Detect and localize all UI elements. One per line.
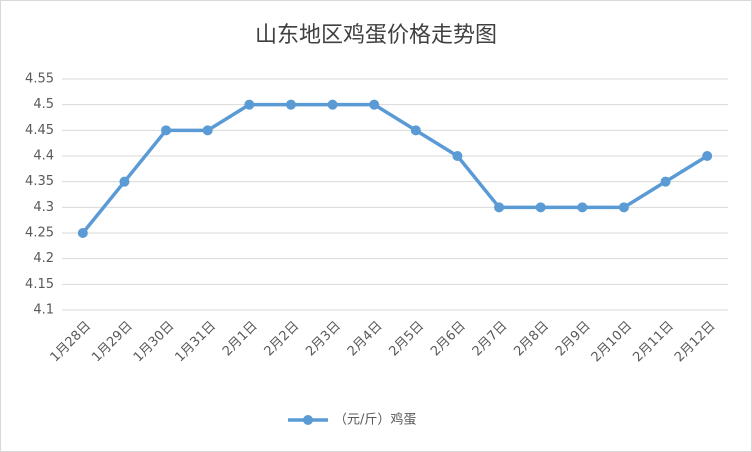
line bbox=[81, 102, 709, 235]
y-tick-label: 4.25 bbox=[25, 226, 54, 241]
point bbox=[161, 125, 172, 136]
point bbox=[494, 202, 505, 213]
point bbox=[410, 125, 421, 136]
point bbox=[618, 202, 629, 213]
y-tick-label: 4.3 bbox=[33, 200, 54, 215]
point bbox=[244, 99, 255, 110]
point bbox=[327, 99, 338, 110]
y-tick-label: 4.15 bbox=[25, 277, 54, 292]
point bbox=[119, 176, 130, 187]
y-tick-label: 4.35 bbox=[25, 174, 54, 189]
point bbox=[77, 228, 88, 238]
point bbox=[577, 202, 588, 213]
point bbox=[702, 151, 713, 161]
point bbox=[369, 99, 380, 110]
y-tick-label: 4.5 bbox=[33, 97, 54, 112]
chart-title: 山东地区鸡蛋价格走势图 bbox=[255, 23, 497, 48]
point bbox=[202, 125, 213, 136]
point bbox=[285, 99, 296, 110]
y-tick-label: 4.4 bbox=[33, 149, 54, 164]
point bbox=[535, 202, 546, 213]
point bbox=[660, 176, 671, 187]
y-tick-label: 4.2 bbox=[33, 251, 54, 266]
legend-marker bbox=[303, 415, 313, 425]
y-tick-label: 4.45 bbox=[25, 123, 54, 138]
point bbox=[452, 151, 463, 161]
y-tick-label: 4.1 bbox=[33, 303, 54, 318]
legend-label: （元/斤）鸡蛋 bbox=[334, 412, 416, 428]
y-tick-label: 4.55 bbox=[25, 72, 54, 87]
